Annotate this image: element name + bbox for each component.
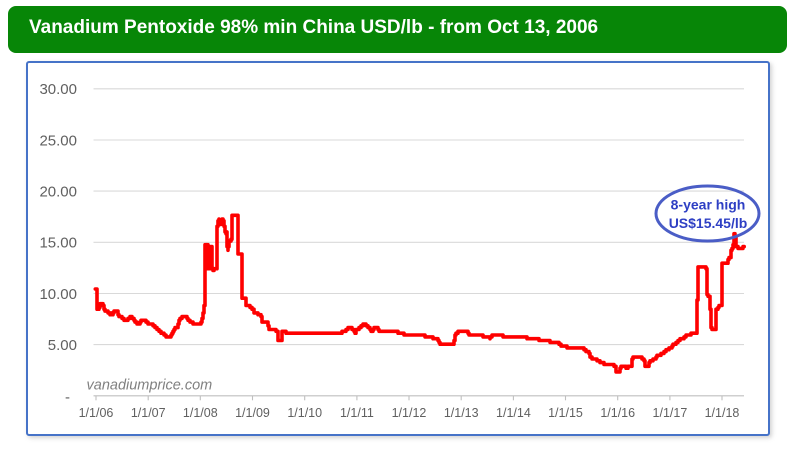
svg-text:1/1/11: 1/1/11 xyxy=(340,406,374,420)
svg-text:vanadiumprice.com: vanadiumprice.com xyxy=(87,378,213,394)
svg-text:5.00: 5.00 xyxy=(48,337,77,354)
svg-text:1/1/14: 1/1/14 xyxy=(496,406,531,420)
svg-text:1/1/07: 1/1/07 xyxy=(131,406,166,420)
svg-text:10.00: 10.00 xyxy=(39,286,77,303)
svg-text:1/1/09: 1/1/09 xyxy=(235,406,270,420)
svg-text:8-year high: 8-year high xyxy=(671,197,746,213)
svg-text:US$15.45/lb: US$15.45/lb xyxy=(669,215,748,231)
svg-text:15.00: 15.00 xyxy=(39,235,77,252)
svg-text:1/1/12: 1/1/12 xyxy=(392,406,427,420)
svg-text:1/1/17: 1/1/17 xyxy=(653,406,688,420)
svg-text:1/1/10: 1/1/10 xyxy=(287,406,322,420)
svg-text:20.00: 20.00 xyxy=(39,183,77,200)
svg-text:1/1/06: 1/1/06 xyxy=(79,406,114,420)
svg-text:1/1/13: 1/1/13 xyxy=(444,406,479,420)
svg-text:25.00: 25.00 xyxy=(39,132,77,149)
svg-text:1/1/16: 1/1/16 xyxy=(600,406,635,420)
svg-text:30.00: 30.00 xyxy=(39,81,77,98)
svg-text:1/1/15: 1/1/15 xyxy=(548,406,583,420)
svg-text:1/1/18: 1/1/18 xyxy=(705,406,740,420)
svg-text:-: - xyxy=(65,389,70,406)
svg-text:1/1/08: 1/1/08 xyxy=(183,406,218,420)
